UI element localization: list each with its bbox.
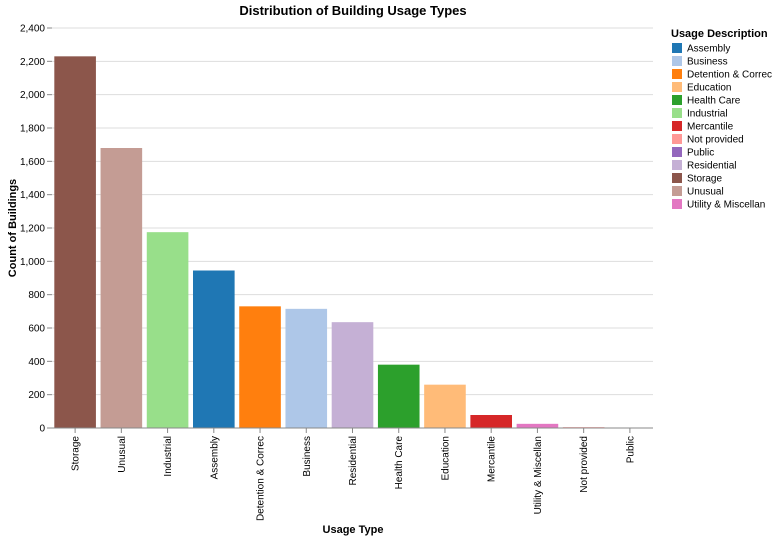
y-tick-label: 2,000 bbox=[20, 90, 45, 101]
legend-swatch bbox=[672, 108, 682, 118]
legend-label: Utility & Miscellan bbox=[687, 200, 765, 211]
legend-swatch bbox=[672, 82, 682, 92]
bar bbox=[146, 232, 189, 428]
bar bbox=[54, 56, 96, 428]
y-tick-label: 2,400 bbox=[20, 24, 45, 35]
legend-swatch bbox=[672, 56, 682, 66]
y-tick-label: 1,000 bbox=[20, 257, 45, 268]
y-axis-title: Count of Buildings bbox=[7, 179, 19, 277]
chart-title: Distribution of Building Usage Types bbox=[239, 3, 466, 18]
x-axis: Storage Unusual Industrial Assembly Detentio… bbox=[52, 427, 653, 521]
legend-label: Health Care bbox=[687, 96, 741, 107]
bar bbox=[424, 384, 466, 428]
legend-swatch bbox=[672, 95, 682, 105]
y-tick-label: 400 bbox=[28, 357, 45, 368]
y-tick-label: 2,200 bbox=[20, 57, 45, 68]
x-axis-title: Usage Type bbox=[323, 524, 384, 536]
legend-label: Residential bbox=[687, 161, 736, 172]
x-tick-label: Business bbox=[302, 436, 313, 477]
legend-label: Industrial bbox=[687, 109, 728, 120]
y-tick-label: 1,600 bbox=[20, 157, 45, 168]
bar bbox=[285, 308, 328, 428]
y-tick-label: 600 bbox=[28, 324, 45, 335]
bar bbox=[100, 148, 143, 428]
bar bbox=[193, 270, 235, 428]
x-tick-label: Assembly bbox=[209, 436, 220, 479]
legend-swatch bbox=[672, 69, 682, 79]
legend-swatch bbox=[672, 147, 682, 157]
x-tick-label: Unusual bbox=[117, 436, 128, 473]
legend-label: Detention & Correc bbox=[687, 70, 772, 81]
x-tick-label: Public bbox=[625, 436, 636, 463]
legend-swatch bbox=[672, 173, 682, 183]
bar bbox=[331, 322, 374, 428]
x-tick-label: Industrial bbox=[163, 436, 174, 477]
bar bbox=[470, 415, 512, 428]
legend-label: Business bbox=[687, 57, 728, 68]
y-tick-label: 200 bbox=[28, 390, 45, 401]
y-axis: 0 200 400 600 800 1,000 1,200 1,400 1,600 1,800 2,… bbox=[20, 24, 52, 435]
x-tick-label: Storage bbox=[71, 436, 82, 471]
legend-swatch bbox=[672, 186, 682, 196]
x-tick-label: Education bbox=[440, 436, 451, 480]
bar bbox=[239, 306, 281, 428]
x-tick-label: Health Care bbox=[394, 436, 405, 490]
x-tick-label: Mercantile bbox=[487, 436, 498, 483]
x-tick-label: Utility & Miscellan bbox=[533, 436, 544, 514]
bar bbox=[377, 364, 420, 428]
y-tick-label: 1,200 bbox=[20, 224, 45, 235]
legend-label: Mercantile bbox=[687, 122, 734, 133]
legend-label: Public bbox=[687, 148, 714, 159]
y-tick-label: 1,800 bbox=[20, 124, 45, 135]
x-tick-label: Detention & Correc bbox=[256, 436, 267, 521]
legend-swatch bbox=[672, 121, 682, 131]
x-tick-label: Not provided bbox=[579, 436, 590, 493]
x-tick-label: Residential bbox=[348, 436, 359, 485]
bars bbox=[54, 56, 651, 429]
legend-title: Usage Description bbox=[671, 28, 768, 40]
y-tick-label: 800 bbox=[28, 290, 45, 301]
legend-label: Assembly bbox=[687, 44, 730, 55]
legend-label: Not provided bbox=[687, 135, 744, 146]
legend-label: Storage bbox=[687, 174, 722, 185]
legend-label: Education bbox=[687, 83, 731, 94]
legend-label: Unusual bbox=[687, 187, 724, 198]
y-tick-label: 1,400 bbox=[20, 190, 45, 201]
legend-swatch bbox=[672, 43, 682, 53]
bar bbox=[516, 423, 559, 428]
legend-swatch bbox=[672, 134, 682, 144]
legend: Usage Description Assembly Business Detent… bbox=[671, 28, 772, 211]
legend-swatch bbox=[672, 199, 682, 209]
legend-swatch bbox=[672, 160, 682, 170]
y-tick-label: 0 bbox=[39, 424, 45, 435]
